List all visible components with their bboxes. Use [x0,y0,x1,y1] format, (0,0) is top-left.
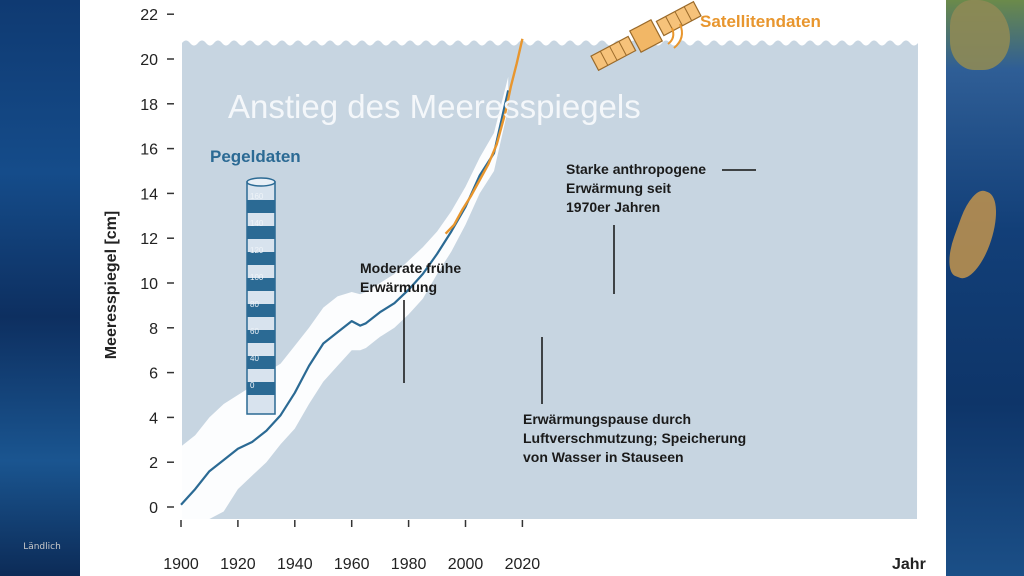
annotation-text: Erwärmung [360,279,437,295]
satellite-body [628,18,664,54]
legend-satellitendaten: Satellitendaten [700,12,821,31]
background-earth-left [0,0,80,576]
panel-grid [609,46,618,61]
gauge-label: 0 [250,381,255,390]
legend-pegeldaten: Pegeldaten [210,147,301,166]
land-patch [950,0,1010,70]
satellite-icon [590,0,702,72]
gauge-label: 120 [250,246,264,255]
y-tick-label: 0 [149,500,158,517]
signal-wave [673,23,683,49]
panel-grid [674,11,683,26]
x-axis-label: Jahr [892,556,926,573]
y-tick-label: 22 [140,7,158,24]
gauge-pole [246,181,276,415]
y-tick-label: 2 [149,455,158,472]
panel-grid [599,51,609,66]
gauge-label: 140 [250,219,264,228]
y-tick-label: 12 [140,231,158,248]
y-axis-label: Meeresspiegel [cm] [103,211,120,360]
signal-wave [667,27,675,45]
channel-logo: Ländlich [23,542,61,552]
gauge-band [247,226,275,239]
gauge-band [247,200,275,213]
y-tick-label: 14 [140,186,158,203]
y-tick-label: 8 [149,321,158,338]
annotation-text: Luftverschmutzung; Speicherung [523,430,746,446]
panel-grid [618,41,627,56]
gauge-label: 100 [250,273,264,282]
gauge-label: 60 [250,327,259,336]
tide-gauge-line [180,90,510,506]
background-earth-right [941,0,1024,576]
gauge-band [247,278,275,291]
y-tick-label: 20 [140,52,158,69]
chart-title: Anstieg des Meeresspiegels [228,88,641,125]
annotation-text: 1970er Jahren [566,199,660,215]
satellite-line [444,38,524,235]
gauge-band [247,356,275,369]
annotation-text: Erwärmung seit [566,180,671,196]
panel-grid [683,6,693,21]
x-tick-label: 1960 [334,556,370,573]
y-tick-label: 4 [149,410,158,427]
x-tick-label: 1940 [277,556,313,573]
annotation-text: Starke anthropogene [566,161,706,177]
annotation-text: von Wasser in Stauseen [523,449,684,465]
x-tick-label: 2000 [448,556,484,573]
y-tick-label: 6 [149,366,158,383]
x-tick-label: 1920 [220,556,256,573]
gauge-label: 160 [250,192,264,201]
gauge-band [247,252,275,265]
x-tick-label: 1980 [391,556,427,573]
annotation-text: Erwärmungspause durch [523,411,691,427]
gauge-band [247,382,275,395]
x-tick-label: 2020 [505,556,541,573]
sea-background [182,40,918,519]
y-tick-label: 18 [140,97,158,114]
y-tick-label: 16 [140,142,158,159]
x-tick-label: 1900 [163,556,199,573]
gauge-top [246,177,276,187]
gauge-band [247,330,275,343]
gauge-label: 40 [250,354,259,363]
tide-gauge-icon: 160 140 120 100 80 60 40 0 [246,177,276,415]
annotation-text: Moderate frühe [360,260,461,276]
y-tick-label: 10 [140,276,158,293]
gauge-band [247,304,275,317]
gauge-label: 80 [250,300,259,309]
